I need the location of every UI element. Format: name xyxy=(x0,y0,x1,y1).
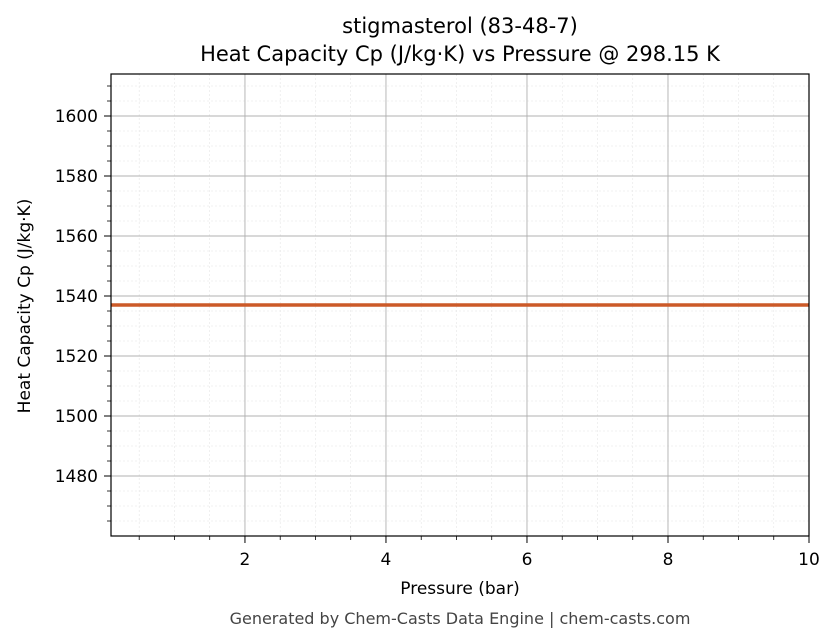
y-tick-labels: 1480 1500 1520 1540 1560 1580 1600 xyxy=(55,107,98,487)
x-tick-label: 10 xyxy=(798,550,820,570)
x-tick-labels: 2 4 6 8 10 xyxy=(240,550,820,570)
chart-subtitle: Heat Capacity Cp (J/kg·K) vs Pressure @ … xyxy=(200,42,721,66)
y-tick-label: 1560 xyxy=(55,227,98,247)
y-tick-label: 1580 xyxy=(55,167,98,187)
y-tick-label: 1480 xyxy=(55,467,98,487)
tick-marks xyxy=(104,85,810,543)
x-tick-label: 2 xyxy=(240,550,251,570)
plot-frame xyxy=(110,73,810,537)
y-tick-label: 1540 xyxy=(55,287,98,307)
x-tick-label: 8 xyxy=(663,550,674,570)
y-tick-label: 1500 xyxy=(55,407,98,427)
footer-credit: Generated by Chem-Casts Data Engine | ch… xyxy=(230,609,691,628)
minor-grid xyxy=(111,74,809,536)
x-tick-label: 6 xyxy=(522,550,533,570)
y-tick-label: 1520 xyxy=(55,347,98,367)
y-tick-label: 1600 xyxy=(55,107,98,127)
x-axis-label: Pressure (bar) xyxy=(400,579,519,599)
chart-title: stigmasterol (83-48-7) xyxy=(342,14,578,38)
x-tick-label: 4 xyxy=(381,550,392,570)
y-axis-label: Heat Capacity Cp (J/kg·K) xyxy=(15,199,35,414)
